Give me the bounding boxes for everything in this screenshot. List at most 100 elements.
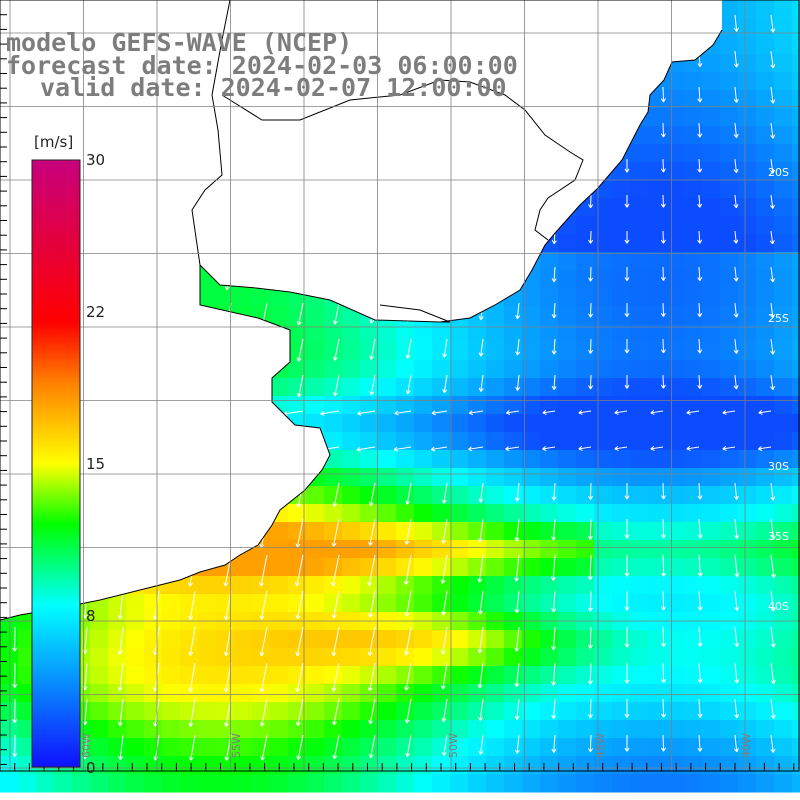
speed-cell [378,720,397,739]
speed-cell [324,540,343,559]
speed-cell [720,576,739,595]
speed-cell [378,504,397,523]
speed-cell [648,738,667,757]
speed-cell [594,450,613,469]
speed-cell [630,774,649,793]
speed-cell [144,666,163,685]
wind-arrow [770,14,776,33]
speed-cell [612,252,631,271]
speed-cell [612,486,631,505]
speed-cell [684,756,703,775]
speed-cell [504,450,523,469]
wind-arrow [697,698,703,718]
speed-cell [720,540,739,559]
speed-cell [180,756,199,775]
speed-cell [342,342,361,361]
speed-cell [630,198,649,217]
speed-cell [612,648,631,667]
speed-cell [594,396,613,415]
wind-arrow [697,158,703,173]
wind-arrow [686,445,700,451]
speed-cell [792,144,800,163]
speed-cell [432,522,451,541]
wind-arrow [733,194,739,209]
wind-arrow [624,734,630,752]
wind-arrow [477,590,484,615]
speed-cell [684,540,703,559]
speed-cell [630,360,649,379]
speed-cell [360,756,379,775]
speed-cell [738,468,757,487]
speed-cell [576,576,595,595]
speed-cell [666,72,685,91]
speed-cell [522,522,541,541]
wind-arrow [588,230,594,244]
wind-arrow [587,626,593,649]
speed-cell [234,774,253,793]
speed-cell [576,270,595,289]
speed-cell [432,432,451,451]
wind-arrow [587,698,593,719]
speed-cell [378,540,397,559]
speed-cell [594,630,613,649]
wind-arrow [259,662,268,693]
wind-arrow [588,302,594,318]
speed-cell [396,738,415,757]
speed-cell [558,396,577,415]
speed-cell [558,756,577,775]
speed-cell [774,774,793,793]
wind-arrow [697,554,703,577]
speed-cell [738,684,757,703]
wind-arrow [394,410,412,416]
speed-cell [792,702,800,721]
wind-arrow [661,698,667,718]
speed-cell [756,684,775,703]
speed-cell [180,594,199,613]
speed-cell [360,414,379,433]
speed-cell [774,288,793,307]
speed-cell [702,468,721,487]
speed-cell [792,90,800,109]
speed-cell [180,720,199,739]
speed-cell [432,378,451,397]
speed-cell [702,486,721,505]
speed-cell [558,288,577,307]
wind-arrow [588,374,594,390]
speed-cell [144,684,163,703]
speed-cell [594,378,613,397]
speed-cell [630,630,649,649]
speed-cell [576,540,595,559]
speed-cell [630,306,649,325]
wind-arrow [367,554,376,586]
wind-arrow [12,626,18,652]
speed-cell [738,0,757,19]
speed-cell [756,108,775,127]
speed-cell [702,540,721,559]
speed-cell [432,720,451,739]
wind-arrow [367,626,376,656]
speed-cell [792,360,800,379]
speed-cell [342,360,361,379]
speed-cell [702,630,721,649]
speed-cell [558,504,577,523]
speed-cell [594,540,613,559]
speed-cell [468,540,487,559]
wind-arrow [587,662,593,685]
speed-cell [738,414,757,433]
wind-arrow [404,662,412,691]
speed-cell [756,162,775,181]
speed-cell [396,702,415,721]
speed-cell [720,468,739,487]
speed-cell [504,666,523,685]
speed-cell [270,522,289,541]
speed-cell [774,144,793,163]
speed-cell [252,630,271,649]
speed-cell [540,756,559,775]
wind-arrow [624,554,630,577]
speed-cell [666,198,685,217]
wind-arrow [770,338,776,355]
speed-cell [0,738,19,757]
wind-arrow [441,734,448,756]
speed-cell [486,306,505,325]
speed-cell [594,522,613,541]
